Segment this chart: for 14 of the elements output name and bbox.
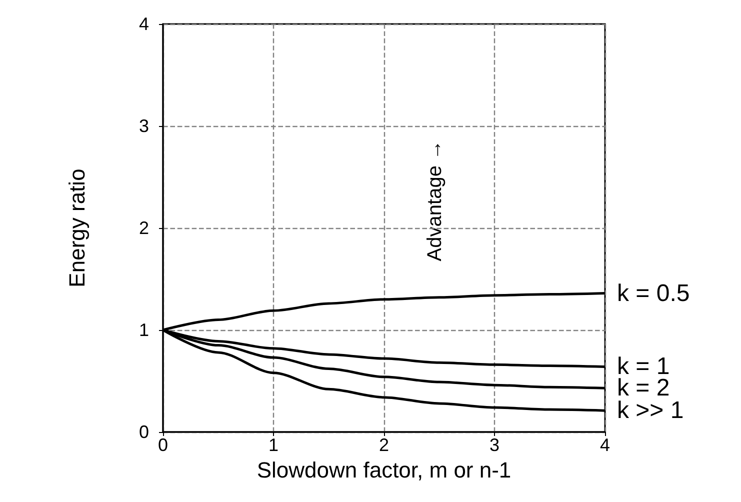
y-tick-label: 0 (138, 422, 149, 442)
x-tick-label: 0 (158, 435, 168, 455)
x-tick-label: 4 (600, 435, 610, 455)
annotation: Advantage → (424, 140, 446, 262)
y-tick-label: 2 (138, 218, 149, 238)
x-tick-label: 3 (489, 435, 500, 455)
x-axis-title: Slowdown factor, m or n-1 (256, 457, 512, 482)
y-tick-label: 4 (138, 14, 149, 34)
x-tick-label: 2 (378, 435, 390, 455)
x-tick-label: 1 (268, 435, 279, 455)
y-axis-title: Energy ratio (64, 168, 90, 288)
series-label: k = 0.5 (617, 280, 690, 307)
y-tick-label: 1 (138, 320, 149, 340)
y-tick-label: 3 (138, 116, 149, 136)
